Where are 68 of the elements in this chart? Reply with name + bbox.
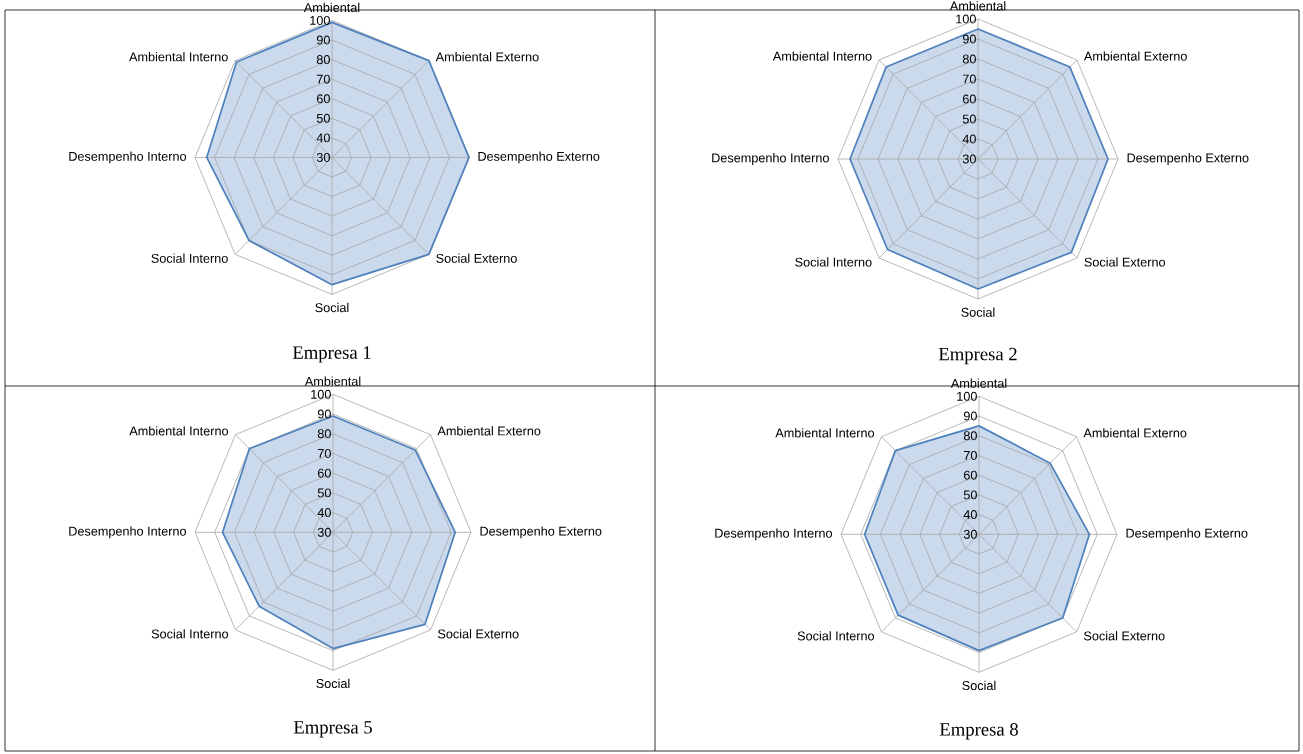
y-tick-label: 40	[317, 508, 331, 518]
y-tick-label: 50	[962, 114, 976, 124]
spoke-label: Ambiental Interno	[775, 428, 875, 438]
text: Empresa 5	[293, 721, 372, 738]
spoke-label: Social Interno	[795, 257, 872, 267]
y-tick-label: 40	[316, 133, 330, 143]
spoke-label: Social	[316, 678, 350, 689]
y-tick-label: 90	[316, 35, 330, 45]
spoke-label: Ambiental Externo	[437, 426, 541, 436]
y-tick-label: 30	[316, 152, 330, 162]
spoke-label: Ambiental	[950, 378, 1007, 388]
spoke-label: Desempenho Interno	[69, 151, 187, 164]
y-tick-label: 60	[963, 470, 977, 480]
y-tick-label: 80	[963, 431, 977, 441]
spoke-label: Ambiental Interno	[129, 52, 228, 62]
spoke-label: Desempenho Interno	[69, 526, 186, 539]
text: Empresa 1	[292, 346, 371, 363]
spoke-label: Social Externo	[438, 629, 519, 639]
y-tick-label: 40	[962, 134, 976, 144]
y-tick-label: 80	[962, 54, 976, 64]
y-tick-label: 60	[962, 94, 976, 104]
y-tick-label: 70	[962, 74, 976, 84]
spoke-label: Social Interno	[151, 629, 229, 639]
y-tick-label: 80	[316, 55, 330, 65]
y-tick-label: 90	[317, 409, 331, 419]
spoke-label: Ambiental Interno	[129, 426, 229, 436]
spoke-label: Ambiental	[304, 376, 361, 386]
spoke-label: Social Externo	[1084, 631, 1165, 641]
y-tick-label: 70	[963, 450, 977, 460]
spoke-label: Ambiental Externo	[1083, 51, 1187, 61]
spoke-label: Ambiental	[303, 2, 360, 13]
y-tick-label: 100	[311, 389, 331, 399]
y-tick-label: 40	[963, 510, 977, 520]
spoke-label: Desempenho Externo	[1127, 153, 1249, 165]
spoke-label: Social Externo	[1084, 257, 1166, 267]
y-tick-label: 70	[317, 448, 331, 458]
text: Empresa 8	[939, 723, 1018, 740]
y-tick-label: 30	[962, 154, 976, 164]
text: Empresa 2	[938, 347, 1017, 365]
spoke-label: Desempenho Externo	[1126, 528, 1248, 541]
spoke-label: Social	[962, 680, 996, 691]
y-tick-label: 30	[317, 527, 331, 537]
spoke-label: Ambiental Externo	[1083, 428, 1187, 438]
y-tick-label: 100	[310, 15, 330, 25]
y-tick-label: 100	[956, 14, 976, 24]
y-tick-label: 80	[317, 429, 331, 439]
y-tick-label: 70	[316, 74, 330, 84]
spoke-label: Ambiental Externo	[435, 52, 539, 62]
y-tick-label: 30	[963, 529, 977, 539]
spoke-label: Desempenho Externo	[478, 151, 600, 164]
spoke-label: Social	[961, 307, 995, 317]
spoke-label: Social	[315, 302, 349, 313]
y-tick-label: 50	[317, 488, 331, 498]
spoke-label: Social Externo	[436, 253, 517, 263]
spoke-label: Desempenho Interno	[712, 153, 829, 165]
y-tick-label: 90	[962, 34, 976, 44]
y-tick-label: 50	[316, 113, 330, 123]
spoke-label: Ambiental Interno	[772, 51, 872, 61]
y-tick-label: 60	[316, 94, 330, 104]
y-tick-label: 90	[963, 411, 977, 421]
spoke-label: Desempenho Externo	[480, 526, 602, 539]
spoke-label: Social Interno	[151, 253, 228, 263]
spoke-label: Ambiental	[949, 1, 1006, 11]
y-tick-label: 50	[963, 490, 977, 500]
spoke-label: Desempenho Interno	[715, 528, 833, 541]
spoke-label: Social Interno	[797, 631, 875, 641]
y-tick-label: 60	[317, 468, 331, 478]
y-tick-label: 100	[957, 391, 977, 401]
